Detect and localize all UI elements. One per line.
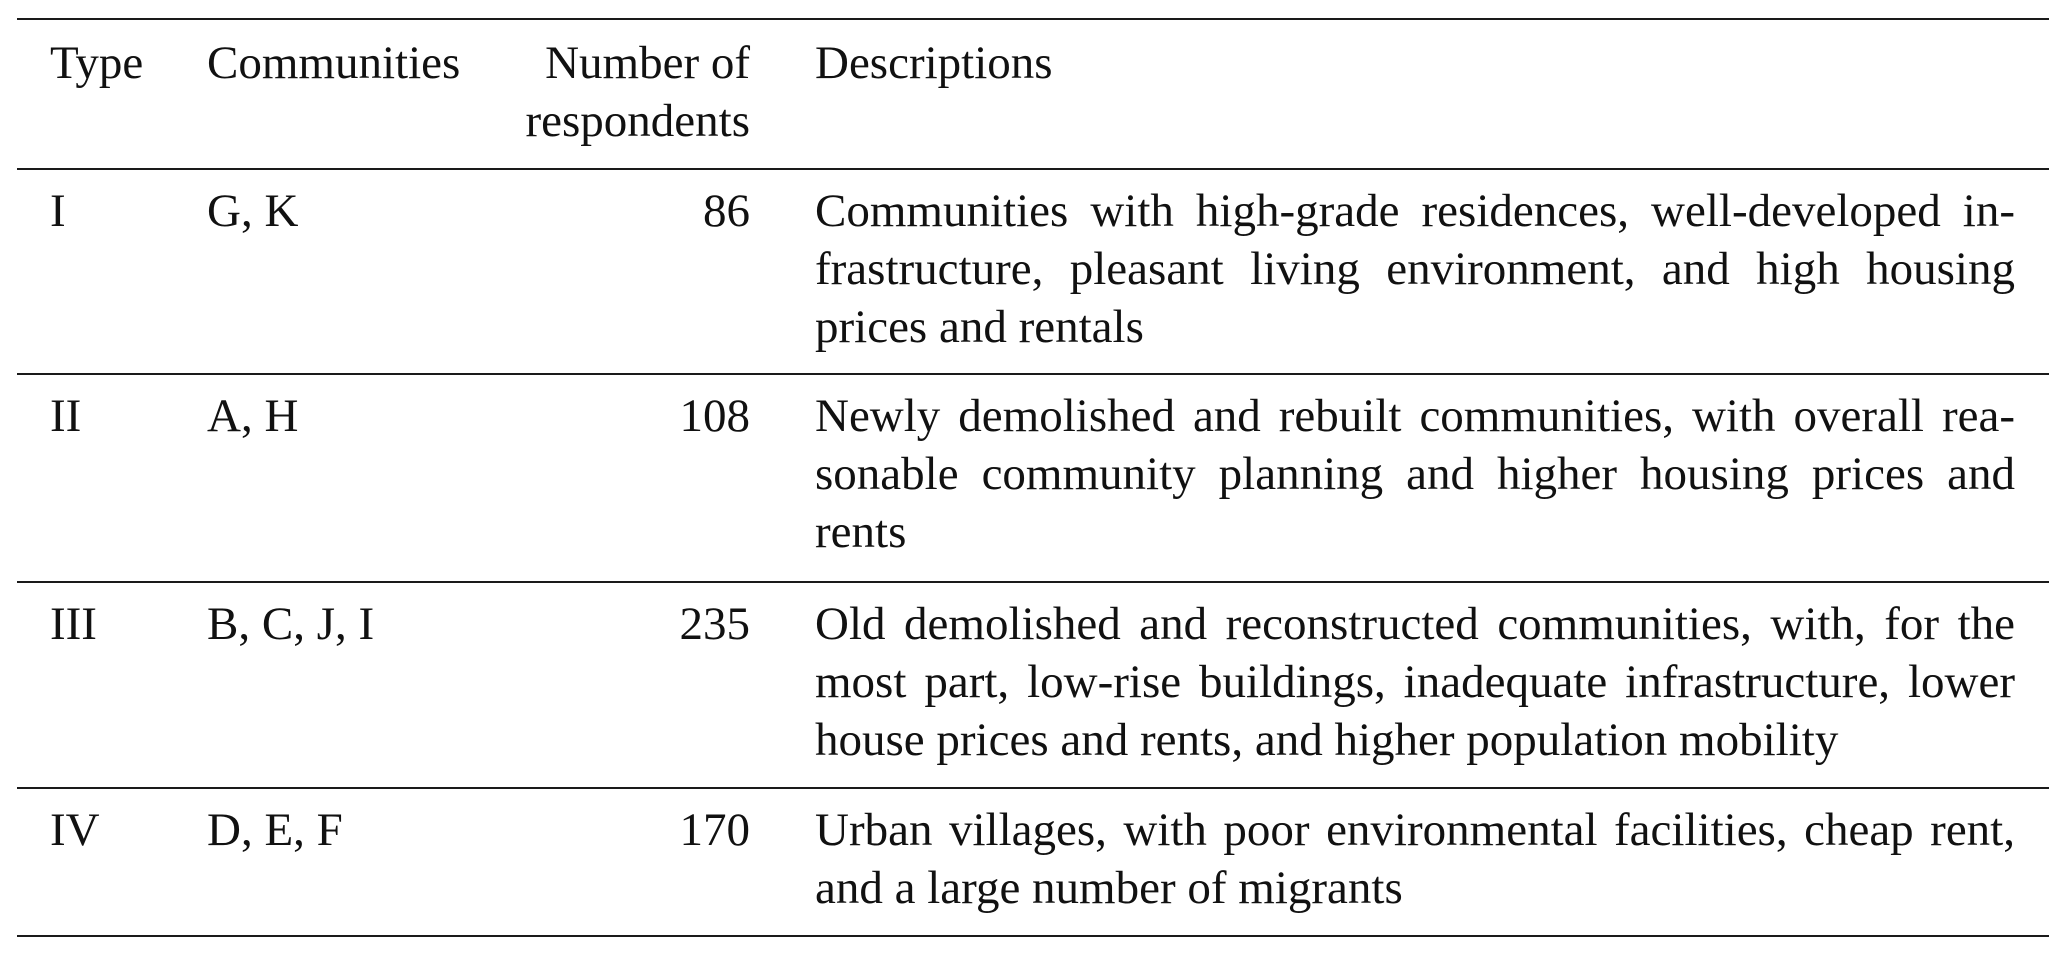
bottom-rule	[17, 935, 2049, 937]
header-type: Type	[50, 37, 144, 89]
cell-communities: A, H	[207, 390, 299, 442]
row-rule	[17, 373, 2049, 375]
cell-description: Newly demolished and rebuilt communities…	[815, 390, 2015, 558]
cell-respondents: 235	[679, 598, 751, 650]
header-communities: Communities	[207, 37, 461, 89]
cell-type: IV	[50, 804, 100, 856]
cell-description: Urban villages, with poor environmental …	[815, 804, 2015, 914]
header-row: Type Communities Number of respondents D…	[17, 20, 2049, 168]
header-descriptions: Descriptions	[815, 37, 1053, 89]
cell-respondents: 86	[703, 185, 750, 237]
table-row: III B, C, J, I 235 Old demolished and re…	[17, 583, 2049, 787]
table-row: I G, K 86 Communities with high-grade re…	[17, 170, 2049, 373]
row-rule	[17, 581, 2049, 583]
header-rule	[17, 168, 2049, 170]
cell-respondents: 170	[679, 804, 751, 856]
table-row: II A, H 108 Newly demolished and rebuilt…	[17, 375, 2049, 581]
cell-communities: G, K	[207, 185, 299, 237]
cell-type: III	[50, 598, 97, 650]
top-rule	[17, 18, 2049, 20]
cell-type: II	[50, 390, 82, 442]
cell-description: Old demolished and reconstructed communi…	[815, 598, 2015, 766]
cell-respondents: 108	[679, 390, 751, 442]
community-types-table: Type Communities Number of respondents D…	[17, 18, 2049, 937]
table-row: IV D, E, F 170 Urban villages, with poor…	[17, 789, 2049, 935]
cell-communities: D, E, F	[207, 804, 343, 856]
cell-communities: B, C, J, I	[207, 598, 375, 650]
cell-type: I	[50, 185, 66, 237]
row-rule	[17, 787, 2049, 789]
header-respondents: Number of respondents	[525, 37, 750, 147]
cell-description: Communities with high-grade residences, …	[815, 185, 2015, 353]
